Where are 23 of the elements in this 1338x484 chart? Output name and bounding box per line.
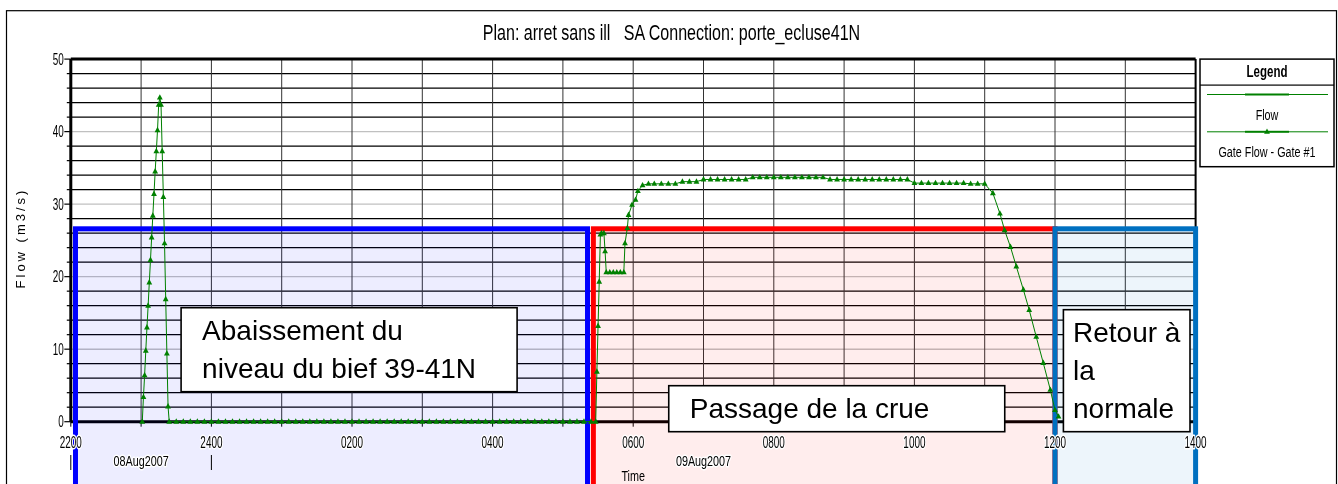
y-tick-label: 10 [52,340,64,359]
x2-tick-label: 09Aug2007 [675,452,732,470]
band-label: Retour à la normale [1073,316,1181,424]
x-tick-label: 1000 [903,433,926,452]
chart-title: Plan: arret sans ill SA Connection: porte_ecluse41N [482,20,861,46]
x2-tick-label: 08Aug2007 [113,452,169,470]
legend-title: Legend [1246,62,1288,81]
y-tick-label: 30 [52,195,64,214]
x-axis-title: Time [621,467,645,484]
y-tick-label: 0 [58,413,64,432]
y-tick-label: 40 [52,122,64,141]
y-tick-label: 20 [52,268,64,287]
x-tick-label: 0800 [762,433,785,452]
x-tick-label: 0200 [340,433,364,452]
x-tick-label: 0400 [481,433,504,452]
x-tick-label: 2400 [200,433,223,452]
legend-label: Gate Flow - Gate #1 [1218,143,1316,161]
y-axis-title: Flow (m3/s) [13,187,28,289]
band-label: Abaissement du niveau du bief 39-41N [202,314,477,384]
legend-label: Flow [1255,105,1279,123]
x-tick-label: 0600 [622,433,645,452]
band-label: Passage de la crue [689,392,930,424]
y-tick-label: 50 [52,50,64,69]
